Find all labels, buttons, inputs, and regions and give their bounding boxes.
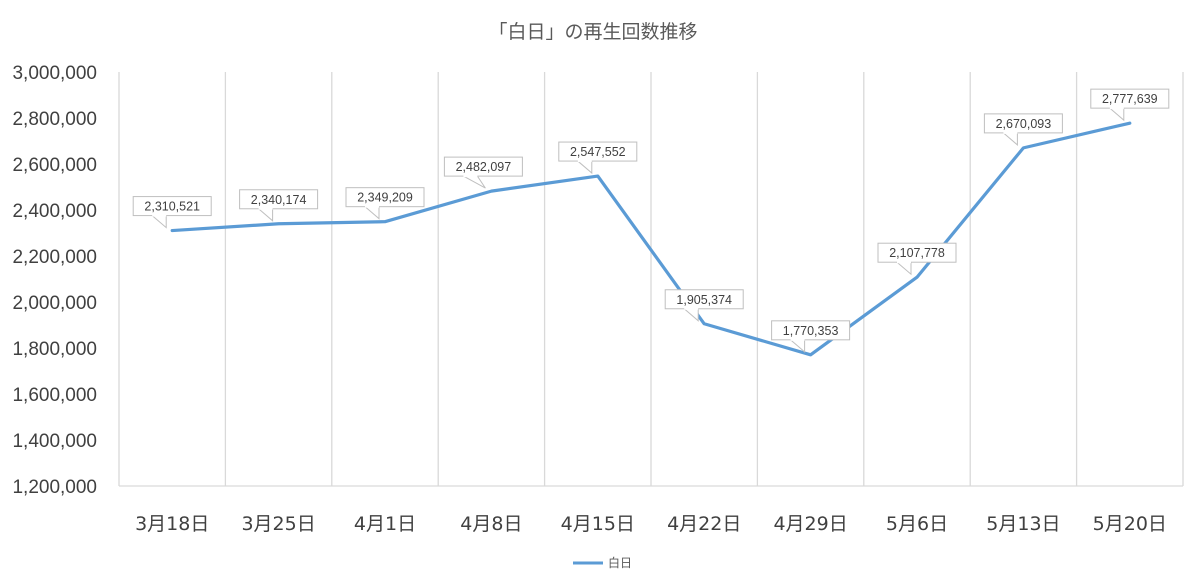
- y-tick-label: 2,600,000: [12, 155, 97, 176]
- data-label-text: 2,670,093: [996, 117, 1052, 131]
- data-label-box: [443, 156, 523, 177]
- data-label: 2,310,521: [132, 196, 212, 229]
- data-label-box: [558, 141, 638, 162]
- data-label-box: [983, 113, 1063, 134]
- data-label-box: [132, 196, 212, 217]
- series-line: [170, 121, 1132, 357]
- data-label-pointer: [682, 308, 699, 322]
- chart-title: 「白日」の再生回数推移: [488, 21, 697, 43]
- y-tick-label: 2,400,000: [12, 201, 97, 222]
- data-label-text: 2,482,097: [456, 160, 512, 174]
- x-axis: 3月18日 3月25日 4月1日 4月8日 4月15日 4月22日 4月29日 5月6日 5月1…: [135, 513, 1167, 535]
- legend-label: 白日: [608, 555, 632, 570]
- y-axis: 1,200,000 1,400,000 1,600,000 1,800,000 2,00…: [12, 63, 97, 498]
- data-labels: 2,310,521 2,340,174 2,349,209 2,482,097 2,54…: [132, 88, 1170, 353]
- data-label-text: 2,349,209: [357, 191, 413, 205]
- gridlines: [118, 72, 1184, 487]
- x-tick-label: 5月6日: [886, 513, 948, 535]
- data-label-pointer: [257, 208, 274, 222]
- data-label-pointer: [1108, 107, 1125, 122]
- data-label-text: 1,770,353: [783, 324, 839, 338]
- data-label-text: 2,310,521: [144, 200, 200, 214]
- x-tick-label: 4月29日: [773, 513, 847, 535]
- data-label-pointer: [1002, 132, 1018, 146]
- x-tick-label: 4月22日: [667, 513, 741, 535]
- data-label-text: 1,905,374: [676, 293, 732, 307]
- data-label-box: [664, 289, 744, 310]
- data-label: 2,670,093: [983, 113, 1063, 146]
- x-tick-label: 3月25日: [241, 513, 315, 535]
- data-label-box: [877, 242, 957, 263]
- data-label: 1,770,353: [771, 320, 851, 353]
- data-label-pointer: [463, 175, 486, 189]
- y-tick-label: 2,000,000: [12, 293, 97, 314]
- data-label-pointer: [363, 206, 380, 220]
- x-tick-label: 5月13日: [986, 513, 1060, 535]
- x-tick-label: 4月15日: [561, 513, 635, 535]
- data-label: 2,349,209: [345, 187, 425, 220]
- data-label-box: [771, 320, 851, 341]
- data-label-box: [1090, 88, 1170, 109]
- data-label-box: [239, 189, 319, 210]
- x-tick-label: 4月1日: [354, 513, 416, 535]
- data-label: 2,107,778: [877, 242, 957, 276]
- data-label-pointer: [895, 261, 912, 276]
- x-tick-label: 4月8日: [460, 513, 522, 535]
- x-tick-label: 3月18日: [135, 513, 209, 535]
- series: [170, 121, 1132, 357]
- y-tick-label: 3,000,000: [12, 63, 97, 84]
- data-label-pointer: [576, 160, 593, 175]
- data-label-text: 2,547,552: [570, 145, 626, 159]
- data-label-text: 2,107,778: [889, 246, 945, 260]
- data-label-pointer: [150, 215, 167, 229]
- y-tick-label: 1,400,000: [12, 431, 97, 452]
- data-label-text: 2,340,174: [251, 193, 307, 207]
- data-label-box: [345, 187, 425, 208]
- y-tick-label: 1,200,000: [12, 477, 97, 498]
- y-tick-label: 1,600,000: [12, 385, 97, 406]
- y-tick-label: 2,200,000: [12, 247, 97, 268]
- data-label: 2,482,097: [443, 156, 523, 189]
- y-tick-label: 2,800,000: [12, 109, 97, 130]
- data-label: 2,777,639: [1090, 88, 1170, 122]
- legend: 白日: [573, 555, 632, 570]
- data-label: 2,547,552: [558, 141, 638, 175]
- x-tick-label: 5月20日: [1093, 513, 1167, 535]
- data-label-text: 2,777,639: [1102, 92, 1158, 106]
- data-label: 1,905,374: [664, 289, 744, 322]
- data-label: 2,340,174: [239, 189, 319, 222]
- y-tick-label: 1,800,000: [12, 339, 97, 360]
